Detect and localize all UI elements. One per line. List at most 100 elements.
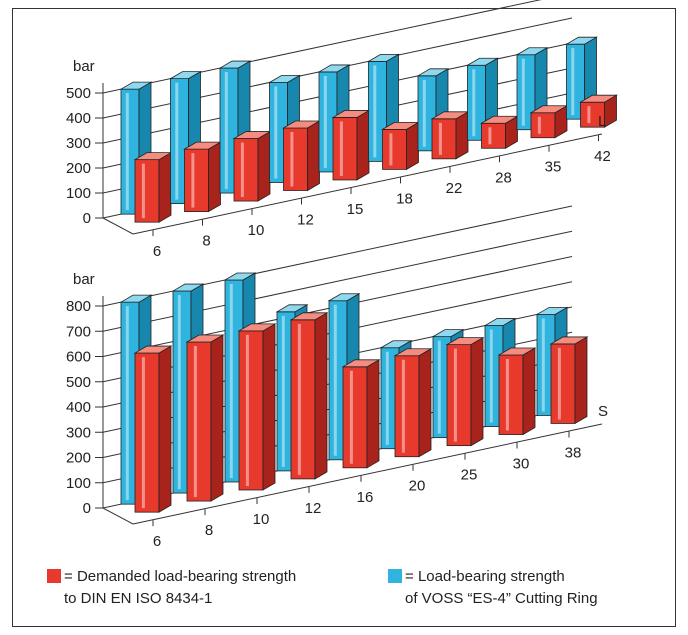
x-tick-label-8: 38	[565, 444, 582, 461]
bar-red-6	[445, 336, 485, 447]
y-tick-label-0: 0	[83, 500, 91, 517]
bar-blue-7-top	[466, 57, 499, 66]
x-tick-label-1: 8	[205, 522, 213, 539]
x-tick-label-6: 22	[446, 180, 463, 197]
y-tick-label-3: 300	[66, 424, 91, 441]
bar-red-7-front	[481, 122, 506, 149]
y-axis-unit: bar	[73, 271, 95, 288]
x-tick-label-9: 42	[594, 148, 611, 165]
x-tick-label-2: 10	[253, 511, 270, 528]
bar-red-4	[331, 109, 371, 181]
bar-blue-6-top	[416, 68, 450, 77]
bar-red-6	[430, 111, 470, 160]
bar-red-3-front	[290, 319, 316, 480]
x-tick-label-2: 10	[248, 222, 265, 239]
bar-red-6-front	[431, 118, 457, 160]
y-tick-label-7: 700	[66, 323, 91, 340]
bar-blue-9-top	[565, 36, 598, 45]
x-tick-label-4: 16	[357, 489, 374, 506]
x-tick-label-4: 15	[347, 201, 364, 218]
bar-red-8	[549, 336, 589, 425]
bar-red-0-side	[158, 151, 172, 223]
y-tick-label-0: 0	[83, 210, 91, 227]
bar-blue-2-top	[218, 60, 252, 69]
bar-blue-2-top	[223, 272, 257, 281]
bar-red-6-side	[455, 111, 469, 160]
y-tick-label-5: 500	[66, 85, 91, 102]
bar-red-5-side	[418, 348, 432, 458]
bar-blue-0-top	[119, 81, 153, 90]
bar-red-0-top	[133, 345, 173, 354]
bar-red-0-front	[134, 352, 160, 513]
x-tick-label-0: 6	[153, 243, 161, 260]
bar-red-4-side	[356, 109, 370, 181]
bar-blue-3	[268, 74, 301, 184]
legend-red-swatch	[47, 569, 61, 583]
bar-red-5-front	[394, 355, 420, 458]
legend-red-label: Demanded load-bearing strength	[76, 568, 297, 585]
x-tick-label-5: 20	[409, 478, 426, 495]
x-tick-label-0: 6	[153, 533, 161, 550]
y-tick-label-4: 400	[66, 110, 91, 127]
bar-blue-4-top	[317, 64, 351, 73]
x-tick-label-7: 28	[495, 169, 512, 186]
bar-red-1-front	[184, 148, 209, 213]
series-label: S	[598, 403, 608, 420]
bar-red-2-front	[233, 138, 259, 202]
bar-red-2-side	[262, 323, 276, 491]
bar-blue-3-top	[275, 304, 309, 313]
bar-blue-1-top	[169, 71, 202, 80]
bar-blue-8-top	[535, 307, 569, 315]
floor-front-edge	[132, 133, 603, 235]
bar-red-2-top	[237, 323, 277, 332]
bar-red-0	[133, 151, 173, 223]
bar-red-5	[393, 348, 433, 458]
y-tick-label-3: 300	[66, 135, 91, 152]
bar-red-3-front	[283, 127, 308, 191]
y-tick-label-1: 100	[66, 185, 91, 202]
bar-red-5-top	[393, 348, 433, 357]
bar-red-3-side	[314, 312, 328, 480]
bar-red-8-top	[549, 336, 589, 345]
x-tick-label-7: 30	[513, 456, 530, 473]
bar-red-8	[529, 105, 569, 139]
bar-blue-1	[169, 70, 202, 205]
legend-blue-swatch	[388, 569, 402, 583]
bar-red-3	[282, 120, 321, 192]
bar-red-8-front	[550, 343, 576, 424]
bar-red-3	[289, 312, 329, 480]
bar-blue-5-top	[367, 53, 400, 62]
bar-red-7	[480, 115, 519, 149]
chart-panel-S: 0100200300400500600700800bar681012162025…	[66, 205, 608, 550]
series-label: L	[598, 113, 606, 130]
bar-red-1-side	[208, 141, 221, 213]
x-tick-label-3: 12	[297, 211, 314, 228]
x-tick-label-5: 18	[396, 190, 413, 207]
bar-blue-8-top	[515, 47, 549, 56]
bar-red-9-top	[579, 94, 618, 103]
y-axis-unit: bar	[73, 58, 95, 75]
bar-red-2-front	[238, 330, 264, 491]
bar-red-9-front	[580, 101, 605, 128]
bar-red-7-side	[522, 347, 536, 436]
bar-red-4-top	[341, 359, 381, 368]
bar-red-8-front	[530, 112, 556, 139]
x-tick-label-8: 35	[545, 159, 562, 176]
bar-red-2	[237, 323, 277, 491]
bar-red-2	[232, 130, 272, 202]
bar-blue-5-top	[379, 340, 413, 349]
bar-red-4-front	[332, 117, 358, 181]
bar-blue-1-top	[171, 283, 205, 292]
bar-red-5	[381, 121, 420, 171]
y-tick-label-4: 400	[66, 399, 91, 416]
y-tick-label-5: 500	[66, 374, 91, 391]
legend-blue-label: Load-bearing strength	[417, 568, 565, 585]
bar-blue-6-top	[431, 329, 465, 338]
bar-red-5-front	[382, 128, 407, 170]
legend-blue: = Load-bearing strength of VOSS “ES-4” C…	[388, 566, 598, 610]
x-tick-label-3: 12	[305, 500, 322, 517]
bar-red-6-side	[470, 336, 484, 447]
legend-blue-label-2: of VOSS “ES-4” Cutting Ring	[405, 590, 598, 607]
bar-red-4-front	[342, 366, 368, 469]
bar-red-1-top	[185, 334, 225, 343]
